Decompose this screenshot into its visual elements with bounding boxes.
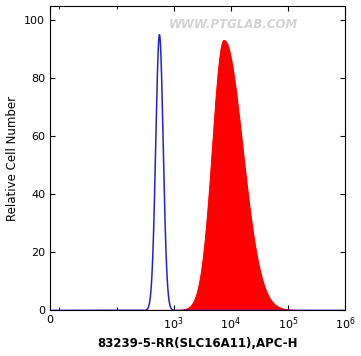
X-axis label: 83239-5-RR(SLC16A11),APC-H: 83239-5-RR(SLC16A11),APC-H [97, 337, 298, 350]
Text: WWW.PTGLAB.COM: WWW.PTGLAB.COM [168, 18, 297, 31]
Y-axis label: Relative Cell Number: Relative Cell Number [5, 95, 18, 221]
